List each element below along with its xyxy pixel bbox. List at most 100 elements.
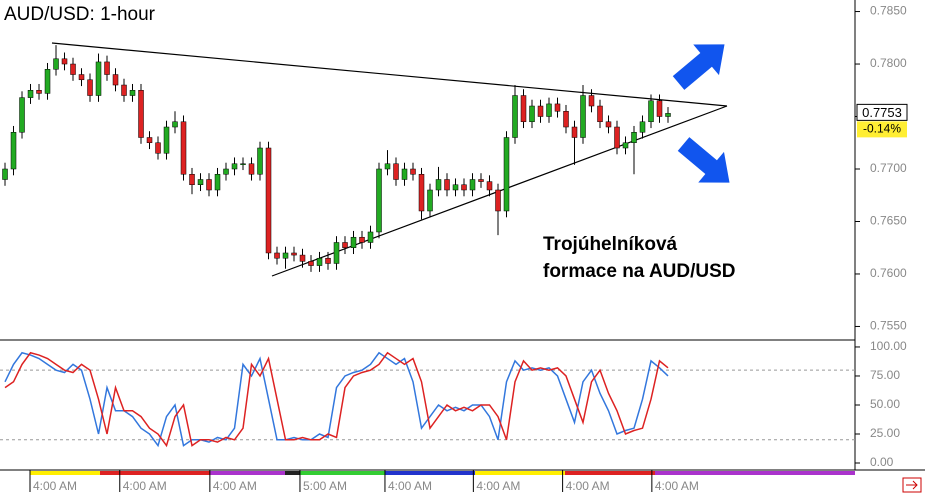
change-tag-box	[857, 121, 907, 138]
candle-body	[656, 100, 663, 117]
candle-body	[503, 137, 510, 212]
x-tick-label: 4:00 AM	[123, 479, 167, 493]
candle-body	[554, 103, 561, 112]
stripe	[30, 471, 100, 475]
candle-body	[155, 142, 161, 154]
stripe	[285, 471, 300, 475]
y-tick-label: 0.00	[870, 455, 894, 469]
y-tick-label: 0.7650	[870, 214, 907, 228]
y-tick-label: 0.7700	[870, 161, 907, 175]
candle-body	[316, 257, 323, 266]
candle-body	[10, 132, 17, 170]
candle-body	[495, 189, 501, 212]
candle-body	[639, 121, 646, 133]
candle-body	[291, 252, 297, 256]
candle-body	[282, 252, 289, 259]
candle-body	[206, 179, 212, 191]
stripe	[655, 471, 855, 475]
candle-body	[214, 173, 221, 191]
candle-body	[163, 126, 170, 154]
session-stripe	[30, 471, 855, 475]
candle-body	[44, 69, 51, 94]
candle-body	[486, 181, 493, 191]
arrow-down	[677, 137, 730, 183]
candle-body	[461, 184, 467, 191]
candle-body	[121, 84, 127, 96]
candle-body	[418, 173, 425, 212]
candle-body	[537, 105, 544, 117]
annotation: Trojúhelníková	[543, 234, 678, 255]
candle-body	[265, 147, 272, 254]
price-tag-box	[856, 103, 908, 121]
y-tick-label: 25.00	[870, 426, 900, 440]
candle-body	[478, 179, 484, 182]
candle-body	[70, 63, 76, 75]
y-tick-label: 0.7800	[870, 56, 907, 70]
price-tag: 0.7753	[862, 105, 902, 120]
candle-body	[36, 90, 42, 94]
candle-body	[257, 147, 263, 175]
candle-body	[393, 163, 399, 180]
candle-body	[435, 179, 442, 191]
stripe	[100, 471, 210, 475]
stochastic-line	[4, 351, 669, 448]
y-tick-label: 100.00	[870, 339, 907, 353]
candle-body	[648, 100, 654, 123]
candle-body	[240, 163, 246, 166]
candle-body	[359, 236, 365, 243]
candle-body	[325, 257, 331, 264]
candle-body	[112, 74, 119, 86]
stripe	[475, 471, 565, 475]
candle-body	[78, 74, 85, 81]
candle-body	[512, 95, 518, 138]
y-tick-label: 50.00	[870, 397, 900, 411]
y-tick-label: 0.7850	[870, 4, 907, 18]
candle-body	[172, 121, 178, 128]
candle-body	[401, 168, 408, 180]
candle-body	[520, 95, 527, 123]
candle-body	[2, 168, 8, 180]
candle-body	[410, 168, 416, 175]
x-tick-label: 4:00 AM	[213, 479, 257, 493]
y-tick-label: 0.7550	[870, 319, 907, 333]
candle-body	[223, 168, 229, 175]
candle-body	[563, 111, 569, 128]
x-tick-label: 4:00 AM	[476, 479, 520, 493]
y-tick-label: 0.7600	[870, 266, 907, 280]
candle-body	[308, 261, 314, 266]
scroll-icon	[906, 480, 918, 490]
candle-body	[597, 105, 603, 123]
candle-body	[384, 163, 391, 170]
stripe	[565, 471, 655, 475]
candle-body	[631, 132, 637, 144]
candle-body	[622, 142, 629, 149]
stripe	[385, 471, 475, 475]
x-tick-label: 4:00 AM	[566, 479, 610, 493]
candle-body	[19, 97, 25, 133]
candle-body	[87, 79, 93, 96]
candle-body	[274, 252, 280, 259]
candle-body	[129, 90, 136, 96]
candle-body	[546, 103, 552, 117]
candle-body	[376, 168, 382, 233]
arrow-up	[672, 44, 725, 90]
x-tick-label: 5:00 AM	[303, 479, 347, 493]
candle-body	[444, 179, 450, 191]
x-tick-label: 4:00 AM	[655, 479, 699, 493]
candle-body	[571, 126, 578, 138]
trendline	[51, 42, 728, 107]
candle-body	[189, 173, 195, 185]
candle-body	[614, 126, 620, 149]
candle-body	[367, 231, 374, 243]
candle-body	[27, 90, 34, 98]
x-tick-label: 4:00 AM	[388, 479, 432, 493]
candle-body	[529, 105, 535, 123]
candle-body	[197, 179, 204, 185]
candle-body	[580, 95, 586, 138]
change-tag: -0.14%	[863, 122, 901, 136]
candle-body	[248, 163, 255, 175]
stochastic-line	[4, 351, 669, 448]
candle-body	[231, 163, 238, 170]
